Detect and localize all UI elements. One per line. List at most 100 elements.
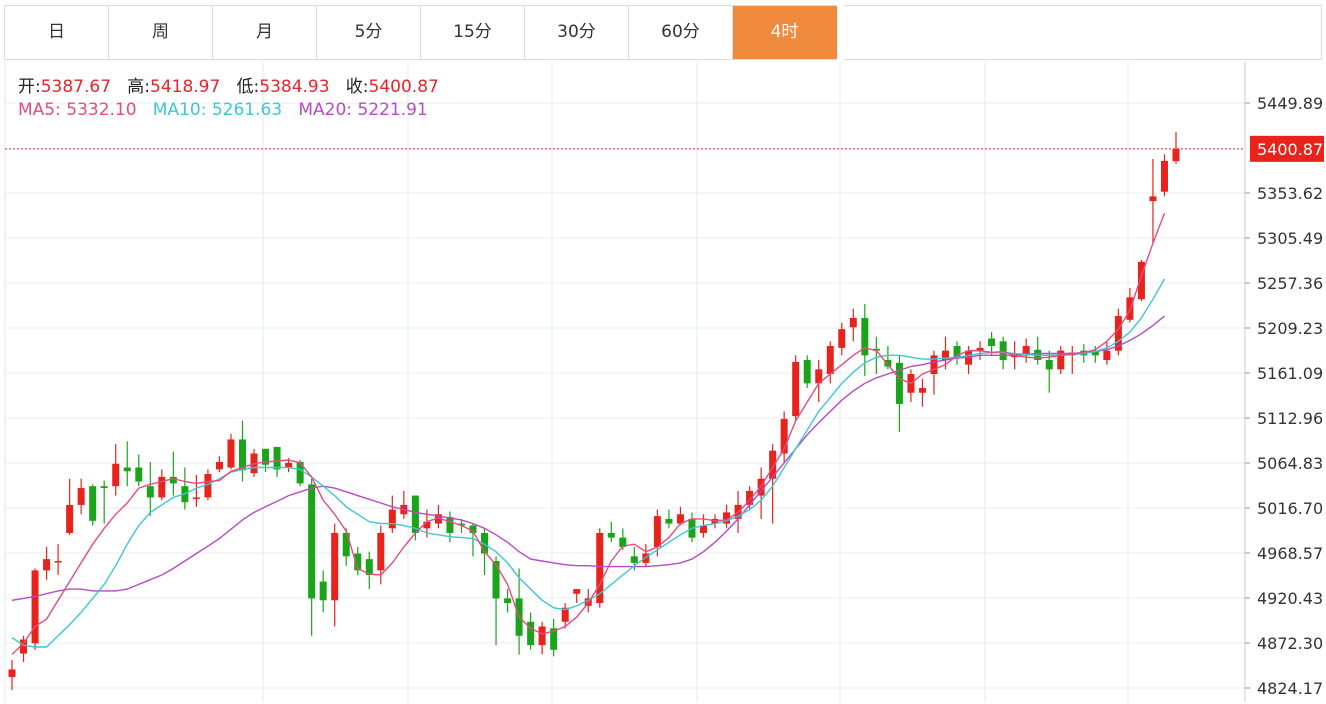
candle-body xyxy=(43,559,51,571)
y-tick-label: 4872.30 xyxy=(1257,634,1323,653)
y-tick-label: 5305.49 xyxy=(1257,229,1323,248)
tab-0[interactable]: 日 xyxy=(5,6,109,59)
open-label: 开: xyxy=(18,77,41,97)
candle-body xyxy=(942,350,950,361)
candle-body xyxy=(976,347,984,351)
candle-body xyxy=(100,486,108,489)
y-tick-label: 5449.89 xyxy=(1257,94,1323,113)
candle-body xyxy=(1103,350,1111,361)
candle-body xyxy=(884,360,892,367)
candle-body xyxy=(642,553,650,563)
high-label: 高: xyxy=(127,77,150,97)
close-label: 收: xyxy=(345,77,369,97)
candle-body xyxy=(1022,345,1030,356)
candle-body xyxy=(826,345,834,375)
candle-body xyxy=(1172,148,1180,162)
candle-body xyxy=(653,516,661,547)
ma20-value: 5221.91 xyxy=(357,100,428,120)
candle-body xyxy=(1091,350,1099,356)
candle-body xyxy=(838,329,846,348)
close-value: 5400.87 xyxy=(368,77,439,97)
candle-body xyxy=(112,463,120,487)
tab-2[interactable]: 月 xyxy=(213,6,317,59)
candle-body xyxy=(872,348,880,351)
candle-body xyxy=(596,532,604,604)
ohlc-info: 开:5387.67 高:5418.97 低:5384.93 收:5400.87 xyxy=(18,72,439,97)
ma10-value: 5261.63 xyxy=(211,100,283,120)
candle-body xyxy=(319,581,327,601)
candle-body xyxy=(815,369,823,384)
candle-body xyxy=(146,486,154,498)
candle-body xyxy=(135,467,143,482)
low-label: 低: xyxy=(236,77,260,97)
candle-body xyxy=(8,669,16,677)
ma20-label: MA20: xyxy=(298,100,353,120)
candle-body xyxy=(1149,196,1157,202)
tab-5[interactable]: 30分 xyxy=(525,6,629,59)
y-tick-label: 5161.09 xyxy=(1257,364,1323,383)
candle-body xyxy=(792,361,800,417)
candle-body xyxy=(723,512,731,524)
y-tick-label: 5353.62 xyxy=(1257,184,1323,203)
tab-7[interactable]: 4时 xyxy=(733,6,837,59)
ma5-line xyxy=(11,212,1166,656)
candle-body xyxy=(377,532,385,571)
candle-body xyxy=(158,476,166,498)
candle-body xyxy=(630,556,638,563)
y-tick-label: 5016.70 xyxy=(1257,499,1323,518)
candle-body xyxy=(895,362,903,404)
y-tick-label: 4968.57 xyxy=(1257,544,1323,563)
candle-body xyxy=(423,521,431,529)
candle-body xyxy=(262,448,270,465)
candle-body xyxy=(550,628,558,650)
candle-body xyxy=(388,509,396,529)
y-tick-label: 5257.36 xyxy=(1257,274,1323,293)
ma20-line xyxy=(11,315,1165,601)
tab-3[interactable]: 5分 xyxy=(317,6,421,59)
candle-body xyxy=(538,626,546,646)
candle-body xyxy=(1160,160,1168,192)
candle-body xyxy=(953,345,961,358)
ma10-label: MA10: xyxy=(152,100,207,120)
candle-body xyxy=(769,450,777,479)
tab-1[interactable]: 周 xyxy=(109,6,213,59)
candle-body xyxy=(457,523,465,526)
candle-body xyxy=(354,553,362,571)
y-tick-label: 4824.17 xyxy=(1257,679,1323,698)
candle-body xyxy=(746,490,754,505)
tab-4[interactable]: 15分 xyxy=(421,6,525,59)
candle-body xyxy=(988,338,996,346)
candle-body xyxy=(215,461,223,470)
y-tick-label: 5112.96 xyxy=(1257,409,1323,428)
y-tick-label: 5064.83 xyxy=(1257,454,1323,473)
candle-body xyxy=(561,607,569,622)
candle-body xyxy=(331,532,339,601)
ma5-label: MA5: xyxy=(18,100,61,120)
candle-body xyxy=(238,439,246,471)
candle-body xyxy=(89,486,97,521)
tabs-bar-filler xyxy=(844,5,1322,60)
candle-body xyxy=(434,514,442,524)
candle-body xyxy=(573,589,581,594)
candle-body xyxy=(930,355,938,375)
candle-body xyxy=(123,467,131,472)
open-value: 5387.67 xyxy=(40,77,112,97)
candle-body xyxy=(66,504,74,533)
candle-body xyxy=(308,484,316,599)
candle-body xyxy=(285,462,293,468)
y-tick-label: 5209.23 xyxy=(1257,319,1323,338)
candle-body xyxy=(803,360,811,384)
candle-body xyxy=(204,474,212,498)
tab-6[interactable]: 60分 xyxy=(629,6,733,59)
candle-body xyxy=(365,559,373,576)
candle-body xyxy=(999,341,1007,361)
candle-body xyxy=(504,598,512,604)
candle-body xyxy=(54,561,62,563)
candle-body xyxy=(918,388,926,393)
candle-body xyxy=(20,639,28,654)
candle-body xyxy=(31,570,39,644)
candle-body xyxy=(1045,360,1053,370)
candle-body xyxy=(699,525,707,533)
candle-body xyxy=(527,621,535,646)
